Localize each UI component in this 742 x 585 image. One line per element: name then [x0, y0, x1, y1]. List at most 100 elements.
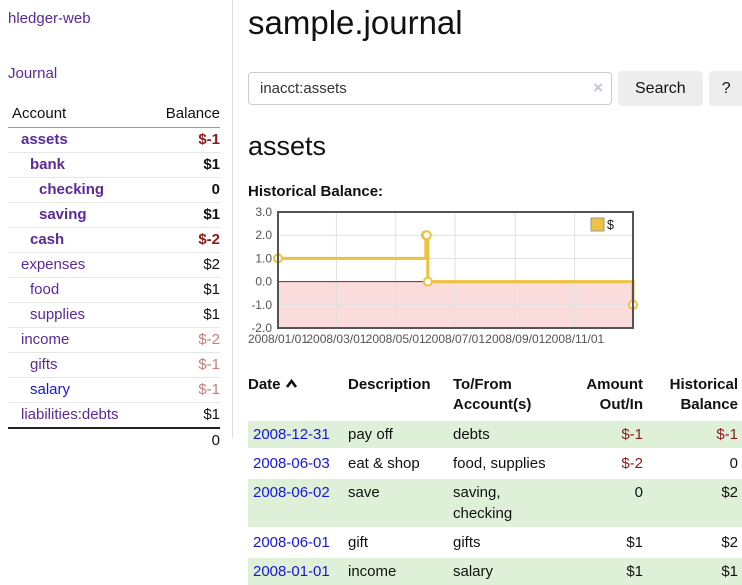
search-button[interactable]: Search [618, 71, 703, 106]
account-link-checking[interactable]: checking [39, 181, 105, 198]
help-button[interactable]: ? [708, 71, 742, 106]
transaction-description: save [348, 477, 453, 528]
account-balance: $-2 [114, 327, 220, 353]
svg-text:0.0: 0.0 [255, 275, 272, 289]
transaction-date-link[interactable]: 2008-06-02 [253, 484, 330, 501]
transaction-description: pay off [348, 419, 453, 449]
account-balance: $-2 [114, 227, 220, 253]
svg-text:-2.0: -2.0 [251, 321, 272, 335]
account-row-checking: checking 0 [8, 177, 220, 203]
transaction-accounts: saving, checking [453, 477, 563, 528]
register-row: 2008-06-01 gift gifts $1 $2 [248, 527, 742, 557]
accounts-total-row: 0 [8, 427, 220, 453]
account-link-saving[interactable]: saving [39, 206, 87, 223]
transaction-accounts: gifts [453, 527, 563, 557]
account-balance: 0 [114, 177, 220, 203]
account-row-supplies: supplies $1 [8, 302, 220, 328]
svg-text:2.0: 2.0 [255, 228, 272, 242]
account-row-cash: cash $-2 [8, 227, 220, 253]
svg-text:2008/05/01: 2008/05/01 [366, 332, 426, 346]
transaction-balance: $-1 [647, 419, 742, 449]
transaction-description: eat & shop [348, 448, 453, 478]
account-row-assets: assets $-1 [8, 128, 220, 153]
transaction-balance: $1 [647, 556, 742, 585]
main-content: sample.journal × Search ? assets Histori… [233, 0, 742, 585]
account-link-assets[interactable]: assets [21, 131, 68, 148]
account-link-expenses[interactable]: expenses [21, 256, 86, 273]
svg-text:2008/11/01: 2008/11/01 [545, 332, 604, 346]
register-header-amount: Amount Out/In [586, 376, 643, 413]
accounts-table: Account Balance assets $-1 bank $1 check… [8, 103, 220, 453]
account-balance: $1 [114, 277, 220, 303]
account-balance: $1 [114, 152, 220, 178]
transaction-balance: 0 [647, 448, 742, 478]
account-row-saving: saving $1 [8, 202, 220, 228]
transaction-date-link[interactable]: 2008-12-31 [253, 426, 330, 443]
register-header-description: Description [348, 376, 431, 393]
sort-ascending-icon [285, 375, 298, 395]
register-row: 2008-12-31 pay off debts $-1 $-1 [248, 419, 742, 449]
svg-text:$: $ [607, 218, 614, 232]
account-link-food[interactable]: food [30, 281, 60, 298]
account-balance: $-1 [198, 131, 220, 148]
account-link-cash[interactable]: cash [30, 231, 65, 248]
transaction-date-link[interactable]: 2008-06-03 [253, 455, 330, 472]
transaction-description: gift [348, 527, 453, 557]
account-link-income[interactable]: income [21, 331, 70, 348]
clear-search-icon[interactable]: × [593, 78, 603, 97]
account-link-supplies[interactable]: supplies [30, 306, 86, 323]
accounts-header-balance: Balance [114, 103, 220, 128]
account-balance: $1 [114, 402, 220, 428]
account-row-bank: bank $1 [8, 152, 220, 178]
svg-text:3.0: 3.0 [255, 205, 272, 219]
register-header-date[interactable]: Date [248, 373, 348, 420]
sidebar-item-journal[interactable]: Journal [8, 65, 58, 82]
account-row-expenses: expenses $2 [8, 252, 220, 278]
search-input[interactable] [248, 72, 612, 105]
account-balance: $-1 [114, 352, 220, 378]
accounts-header-account: Account [8, 103, 114, 128]
account-heading: assets [248, 131, 327, 161]
page-title: sample.journal [248, 4, 463, 41]
svg-text:2008/03/01: 2008/03/01 [306, 332, 366, 346]
svg-text:2008/09/01: 2008/09/01 [485, 332, 545, 346]
search-bar: × Search ? [248, 71, 742, 106]
transaction-date-link[interactable]: 2008-01-01 [253, 563, 330, 580]
transaction-date-link[interactable]: 2008-06-01 [253, 534, 330, 551]
transaction-accounts: food, supplies [453, 448, 563, 478]
account-balance: $2 [114, 252, 220, 278]
account-link-liabilities-debts[interactable]: liabilities:debts [21, 406, 119, 423]
account-row-gifts: gifts $-1 [8, 352, 220, 378]
chart-title: Historical Balance: [248, 183, 384, 200]
app-title-link[interactable]: hledger-web [8, 10, 91, 27]
historical-balance-chart[interactable]: $3.0 2.0 1.0 0.0 -1.0 -2.0 2008/01/01 2008/03/0… [248, 205, 742, 358]
account-link-salary[interactable]: salary [30, 381, 71, 398]
register-header-row: Date Description To/From Account(s) Amou… [248, 373, 742, 420]
svg-text:1.0: 1.0 [255, 251, 272, 265]
svg-text:2008/01/01: 2008/01/01 [248, 332, 308, 346]
register-row: 2008-01-01 income salary $1 $1 [248, 556, 742, 585]
account-row-liabilities-debts: liabilities:debts $1 [8, 402, 220, 428]
transaction-amount: 0 [563, 477, 647, 528]
transaction-amount: $1 [563, 556, 647, 585]
sidebar: hledger-web Journal Account Balance asse… [0, 0, 233, 453]
register-header-balance: Historical Balance [669, 376, 738, 413]
transaction-amount: $-2 [563, 448, 647, 478]
transaction-accounts: salary [453, 556, 563, 585]
register-row: 2008-06-02 save saving, checking 0 $2 [248, 477, 742, 528]
transaction-amount: $-1 [563, 419, 647, 449]
accounts-total-balance: 0 [114, 427, 220, 453]
account-link-gifts[interactable]: gifts [30, 356, 58, 373]
account-balance: $1 [114, 302, 220, 328]
account-row-salary: salary $-1 [8, 377, 220, 403]
register-row: 2008-06-03 eat & shop food, supplies $-2… [248, 448, 742, 478]
transaction-description: income [348, 556, 453, 585]
account-link-bank[interactable]: bank [30, 156, 66, 173]
transaction-balance: $2 [647, 477, 742, 528]
register-table: Date Description To/From Account(s) Amou… [248, 373, 742, 585]
svg-text:2008/07/01: 2008/07/01 [425, 332, 485, 346]
transaction-accounts: debts [453, 419, 563, 449]
svg-text:-1.0: -1.0 [251, 298, 272, 312]
account-balance: $1 [114, 202, 220, 228]
